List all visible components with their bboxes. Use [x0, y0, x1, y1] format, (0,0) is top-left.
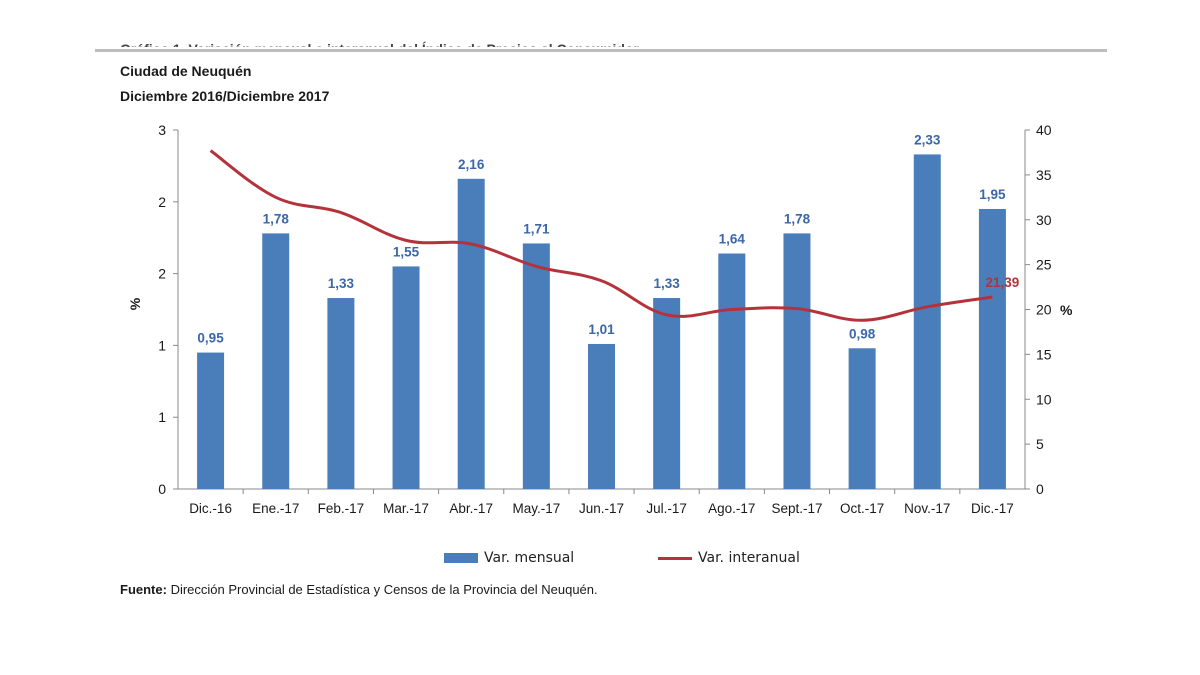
bar-var-mensual — [718, 253, 746, 489]
y-right-tick-label: 30 — [1036, 212, 1052, 228]
bar-var-mensual — [457, 178, 485, 489]
legend-label-var-mensual: Var. mensual — [484, 550, 575, 566]
x-tick-label: Jul.-17 — [646, 501, 687, 516]
line-var-interanual — [209, 149, 993, 322]
bar-data-label: 1,71 — [523, 221, 550, 236]
bar-data-label: 0,98 — [849, 326, 876, 341]
x-tick-label: Dic.-16 — [189, 501, 232, 516]
legend-label-var-interanual: Var. interanual — [698, 550, 800, 566]
bar-var-mensual — [978, 208, 1006, 490]
bar-data-label: 2,16 — [458, 157, 485, 172]
x-tick-label: Abr.-17 — [449, 501, 493, 516]
cut-off-chart-title: Gráfico 1. Variación mensual e interanua… — [120, 38, 642, 47]
source-text: Dirección Provincial de Estadística y Ce… — [166, 582, 598, 597]
legend-swatch-bar — [444, 553, 478, 563]
x-tick-label: Mar.-17 — [383, 501, 429, 516]
bar-data-label: 1,64 — [719, 231, 746, 246]
y-right-axis-label: % — [1060, 302, 1073, 318]
bar-var-mensual — [913, 154, 941, 490]
y-right-tick-label: 25 — [1036, 257, 1052, 273]
y-left-tick-label: 2 — [158, 266, 166, 282]
y-right-tick-label: 15 — [1036, 346, 1052, 362]
x-tick-label: May.-17 — [512, 501, 560, 516]
bar-var-mensual — [392, 266, 420, 489]
bar-var-mensual — [522, 243, 550, 489]
bar-data-label: 1,55 — [393, 244, 420, 259]
bar-data-label: 1,78 — [784, 211, 811, 226]
legend-item-var-mensual: Var. mensual — [444, 550, 574, 566]
y-left-tick-label: 3 — [158, 122, 166, 138]
source-note: Fuente: Dirección Provincial de Estadíst… — [120, 582, 598, 597]
chart-subtitle-period: Diciembre 2016/Diciembre 2017 — [120, 88, 330, 104]
y-right-tick-label: 40 — [1036, 122, 1052, 138]
y-right-tick-label: 35 — [1036, 167, 1052, 183]
y-left-tick-label: 0 — [158, 481, 166, 497]
y-right-tick-label: 20 — [1036, 302, 1052, 318]
legend: Var. mensual Var. interanual — [0, 550, 1200, 570]
bar-data-label: 1,33 — [328, 276, 355, 291]
chart-subtitle-city: Ciudad de Neuquén — [120, 63, 252, 79]
y-left-tick-label: 2 — [158, 194, 166, 210]
bar-var-mensual — [783, 233, 811, 489]
y-left-tick-label: 1 — [158, 337, 166, 353]
bar-var-mensual — [262, 233, 290, 489]
x-tick-label: Dic.-17 — [971, 501, 1014, 516]
bar-var-mensual — [653, 298, 681, 489]
x-tick-label: Jun.-17 — [579, 501, 624, 516]
bar-data-label: 0,95 — [197, 331, 224, 346]
bar-data-label: 1,33 — [654, 276, 681, 291]
bar-data-label: 1,01 — [588, 322, 615, 337]
y-right-tick-label: 0 — [1036, 481, 1044, 497]
bar-var-mensual — [848, 348, 876, 489]
bar-data-label: 2,33 — [914, 132, 941, 147]
bar-var-mensual — [197, 352, 225, 489]
bar-var-mensual — [588, 343, 615, 489]
y-right-tick-label: 5 — [1036, 436, 1044, 452]
source-label: Fuente: — [120, 582, 167, 597]
bar-var-mensual — [327, 298, 355, 489]
x-tick-label: Nov.-17 — [904, 501, 950, 516]
x-tick-label: Ene.-17 — [252, 501, 299, 516]
top-rule — [95, 49, 1107, 52]
bar-data-label: 1,95 — [979, 187, 1006, 202]
y-left-axis-label: % — [127, 297, 143, 310]
legend-item-var-interanual: Var. interanual — [658, 550, 800, 566]
bar-data-label: 1,78 — [263, 211, 290, 226]
y-right-tick-label: 10 — [1036, 391, 1052, 407]
x-tick-label: Oct.-17 — [840, 501, 884, 516]
x-tick-label: Ago.-17 — [708, 501, 755, 516]
y-left-tick-label: 1 — [158, 409, 166, 425]
line-end-label: 21,39 — [986, 275, 1020, 290]
x-tick-label: Sept.-17 — [771, 501, 822, 516]
x-tick-label: Feb.-17 — [318, 501, 365, 516]
legend-swatch-line — [658, 556, 692, 560]
